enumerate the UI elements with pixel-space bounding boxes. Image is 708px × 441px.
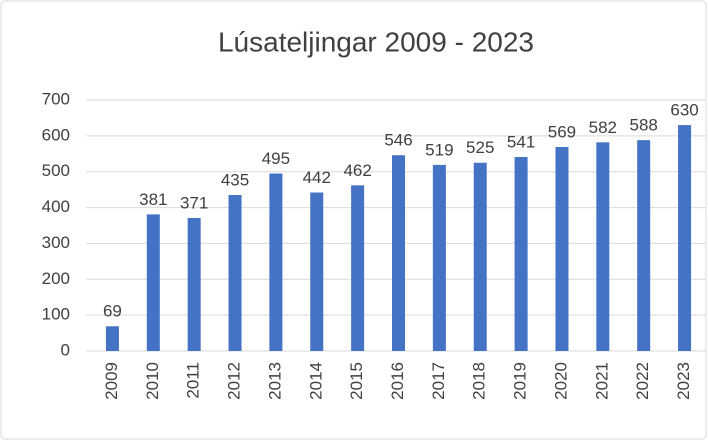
- bar: [228, 195, 242, 351]
- data-label: 442: [303, 168, 331, 187]
- data-label: 546: [384, 131, 412, 150]
- data-label: 371: [180, 193, 208, 212]
- data-label: 495: [262, 149, 290, 168]
- y-tick-label: 200: [42, 269, 70, 288]
- data-label: 588: [630, 116, 658, 135]
- bar: [555, 146, 569, 351]
- bar: [351, 185, 365, 351]
- y-tick-label: 100: [42, 305, 70, 324]
- data-label: 569: [548, 122, 576, 141]
- data-label: 630: [670, 101, 698, 120]
- y-tick-label: 500: [42, 161, 70, 180]
- bar: [146, 214, 160, 351]
- bar: [596, 142, 610, 351]
- x-tick-label: 2019: [511, 362, 530, 400]
- data-label: 381: [139, 190, 167, 209]
- bar: [310, 192, 324, 351]
- x-tick-label: 2018: [470, 362, 489, 400]
- x-tick-label: 2009: [102, 362, 121, 400]
- bar: [392, 155, 405, 351]
- x-tick-label: 2011: [184, 362, 203, 399]
- x-tick-label: 2013: [265, 362, 284, 400]
- x-tick-label: 2020: [551, 362, 570, 400]
- y-tick-label: 600: [42, 125, 70, 144]
- bar: [105, 326, 119, 351]
- data-label: 525: [466, 138, 494, 157]
- bar: [187, 217, 201, 351]
- y-tick-label: 700: [42, 89, 70, 108]
- data-label: 541: [507, 132, 535, 151]
- chart-title: Lúsateljingar 2009 - 2023: [218, 26, 534, 57]
- bar: [514, 157, 528, 351]
- bar: [473, 162, 487, 351]
- data-label: 519: [425, 140, 453, 159]
- x-tick-label: 2012: [225, 362, 244, 400]
- data-label: 582: [589, 118, 617, 137]
- bar: [432, 164, 446, 351]
- data-label: 462: [343, 161, 371, 180]
- bar: [269, 173, 283, 351]
- y-tick-label: 400: [42, 197, 70, 216]
- bar: [678, 125, 692, 351]
- y-tick-label: 300: [42, 233, 70, 252]
- x-tick-label: 2021: [592, 362, 611, 400]
- x-tick-label: 2023: [674, 362, 693, 400]
- x-tick-label: 2017: [429, 362, 448, 400]
- x-tick-label: 2016: [388, 362, 407, 400]
- x-tick-label: 2022: [633, 362, 652, 400]
- y-tick-label: 0: [61, 340, 70, 359]
- data-label: 435: [221, 171, 249, 190]
- x-tick-label: 2014: [306, 362, 325, 400]
- x-tick-label: 2010: [143, 362, 162, 400]
- data-label: 69: [103, 302, 122, 321]
- x-tick-label: 2015: [347, 362, 366, 400]
- bar: [637, 140, 651, 351]
